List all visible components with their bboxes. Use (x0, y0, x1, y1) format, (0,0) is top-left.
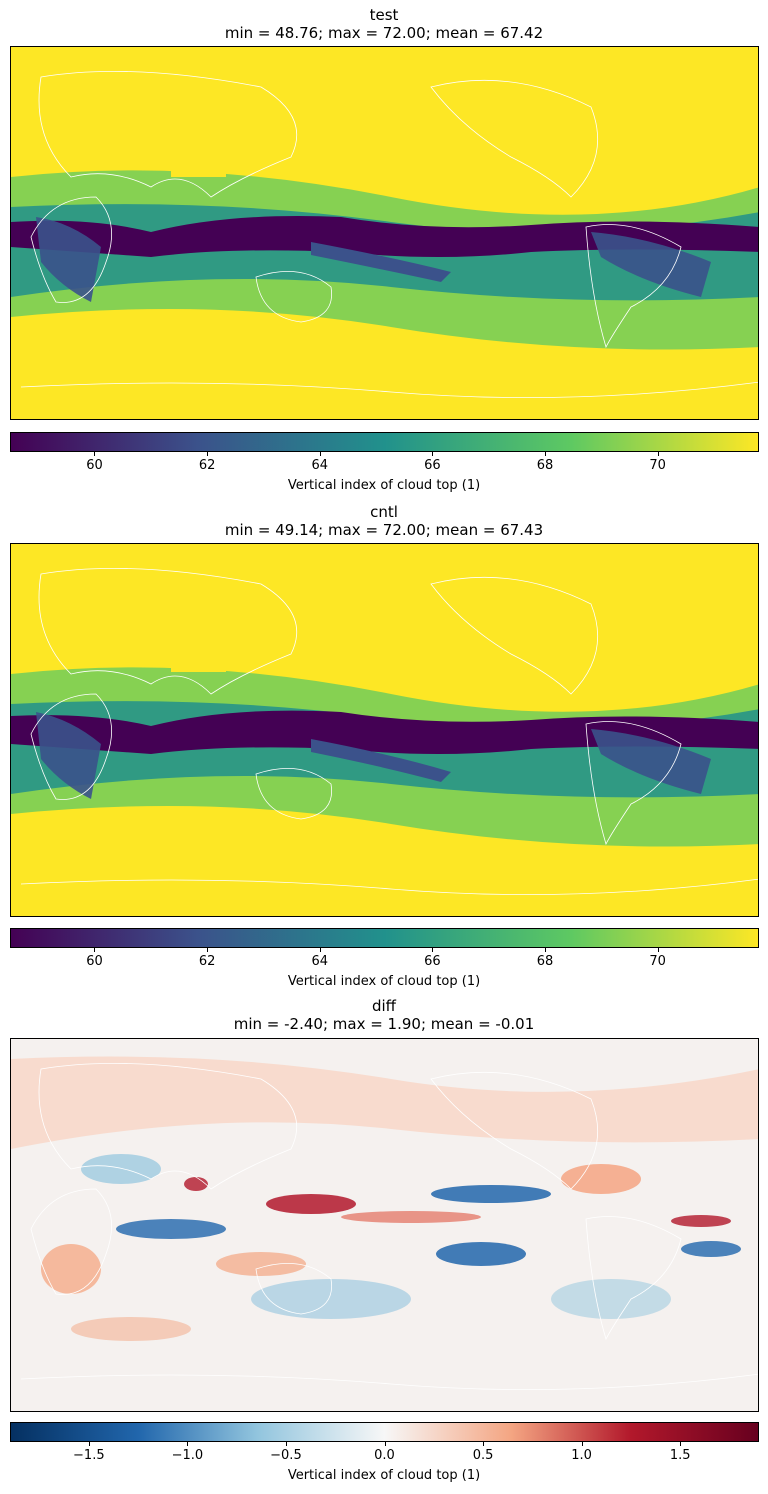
colorbar-tick-mark (207, 948, 209, 952)
colorbar-tick-label: 64 (311, 954, 329, 969)
colorbar-tick-mark (545, 452, 546, 456)
colorbar-gradient (11, 929, 758, 947)
colorbar-tick-mark (657, 948, 659, 952)
colorbar-tick-mark (545, 948, 546, 952)
coastlines (20, 568, 758, 895)
map-field-diff (11, 1039, 758, 1411)
colorbar-tick-label: 0.5 (472, 1448, 494, 1463)
map-test (10, 46, 759, 420)
map-field-test (11, 47, 758, 419)
coastlines (20, 1063, 758, 1390)
colorbar-tick-mark (657, 452, 659, 456)
colorbar-tick-label: −1.5 (73, 1448, 105, 1463)
colorbar-tick-label: 60 (86, 458, 103, 473)
panel-title: test (369, 6, 399, 24)
colorbar-tick-label: 60 (86, 954, 103, 969)
colorbar-ticks: 60 62 64 66 68 70 (10, 452, 759, 474)
colorbar-tick-label: 68 (536, 458, 554, 473)
colorbar-cntl (10, 928, 759, 948)
colorbar-tick-mark (94, 948, 96, 952)
coastlines (20, 71, 758, 398)
panel-stats: min = 49.14; max = 72.00; mean = 67.43 (224, 521, 544, 539)
colorbar-tick-label: 62 (198, 954, 216, 969)
colorbar-tick-mark (285, 1442, 287, 1446)
colorbar-tick-label: −0.5 (270, 1448, 302, 1463)
colorbar-tick-mark (319, 452, 321, 456)
map-diff (10, 1038, 759, 1412)
colorbar-tick-mark (432, 452, 434, 456)
colorbar-ticks: 60 62 64 66 68 70 (10, 948, 759, 970)
colorbar-tick-label: 0.0 (374, 1448, 395, 1463)
colorbar-tick-mark (384, 1442, 386, 1446)
colorbar-tick-label: 70 (649, 954, 666, 969)
colorbar-label: Vertical index of cloud top (1) (287, 478, 481, 493)
colorbar-tick-mark (483, 1442, 485, 1446)
colorbar-tick-label: 66 (424, 954, 441, 969)
colorbar-label: Vertical index of cloud top (1) (287, 1468, 481, 1483)
colorbar-tick-label: 70 (649, 458, 666, 473)
colorbar-tick-mark (187, 1442, 189, 1446)
colorbar-tick-mark (207, 452, 209, 456)
colorbar-ticks: −1.5 −1.0 −0.5 0.0 0.5 1.0 1.5 (10, 1442, 759, 1464)
panel-stats: min = -2.40; max = 1.90; mean = -0.01 (233, 1015, 535, 1033)
colorbar-tick-label: 64 (311, 458, 329, 473)
map-cntl (10, 543, 759, 917)
colorbar-tick-label: 66 (424, 458, 441, 473)
colorbar-label: Vertical index of cloud top (1) (287, 974, 481, 989)
colorbar-tick-mark (88, 1442, 90, 1446)
colorbar-tick-label: 68 (536, 954, 554, 969)
colorbar-tick-label: 1.5 (669, 1448, 691, 1463)
map-field-cntl (11, 544, 758, 916)
panel-stats: min = 48.76; max = 72.00; mean = 67.42 (224, 24, 544, 42)
colorbar-tick-label: 62 (198, 458, 216, 473)
colorbar-gradient (11, 1423, 758, 1441)
colorbar-tick-label: 1.0 (571, 1448, 592, 1463)
colorbar-tick-mark (581, 1442, 583, 1446)
panel-title: cntl (370, 503, 398, 521)
panel-title: diff (371, 997, 397, 1015)
colorbar-tick-mark (680, 1442, 682, 1446)
colorbar-diff (10, 1422, 759, 1442)
colorbar-tick-label: −1.0 (171, 1448, 204, 1463)
colorbar-tick-mark (94, 452, 96, 456)
colorbar-tick-mark (319, 948, 321, 952)
colorbar-gradient (11, 433, 758, 451)
colorbar-test (10, 432, 759, 452)
colorbar-tick-mark (432, 948, 434, 952)
